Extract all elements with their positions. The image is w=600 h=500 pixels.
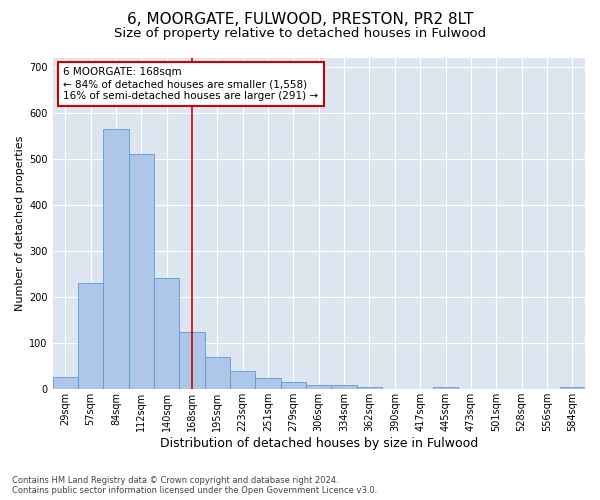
Bar <box>179 332 205 390</box>
Bar <box>154 278 179 390</box>
Bar <box>256 378 281 390</box>
Text: Size of property relative to detached houses in Fulwood: Size of property relative to detached ho… <box>114 28 486 40</box>
Bar <box>281 382 306 390</box>
Bar <box>357 387 382 390</box>
Bar <box>433 387 458 390</box>
Text: Contains HM Land Registry data © Crown copyright and database right 2024.
Contai: Contains HM Land Registry data © Crown c… <box>12 476 377 495</box>
Bar <box>331 384 357 390</box>
Bar <box>205 357 230 390</box>
Bar <box>306 384 331 390</box>
Y-axis label: Number of detached properties: Number of detached properties <box>15 136 25 311</box>
Bar <box>230 371 256 390</box>
Bar <box>103 129 128 390</box>
Bar <box>560 387 585 390</box>
Text: 6, MOORGATE, FULWOOD, PRESTON, PR2 8LT: 6, MOORGATE, FULWOOD, PRESTON, PR2 8LT <box>127 12 473 28</box>
Text: 6 MOORGATE: 168sqm
← 84% of detached houses are smaller (1,558)
16% of semi-deta: 6 MOORGATE: 168sqm ← 84% of detached hou… <box>63 68 319 100</box>
Bar <box>78 284 103 390</box>
Bar <box>53 377 78 390</box>
X-axis label: Distribution of detached houses by size in Fulwood: Distribution of detached houses by size … <box>160 437 478 450</box>
Bar <box>128 154 154 390</box>
